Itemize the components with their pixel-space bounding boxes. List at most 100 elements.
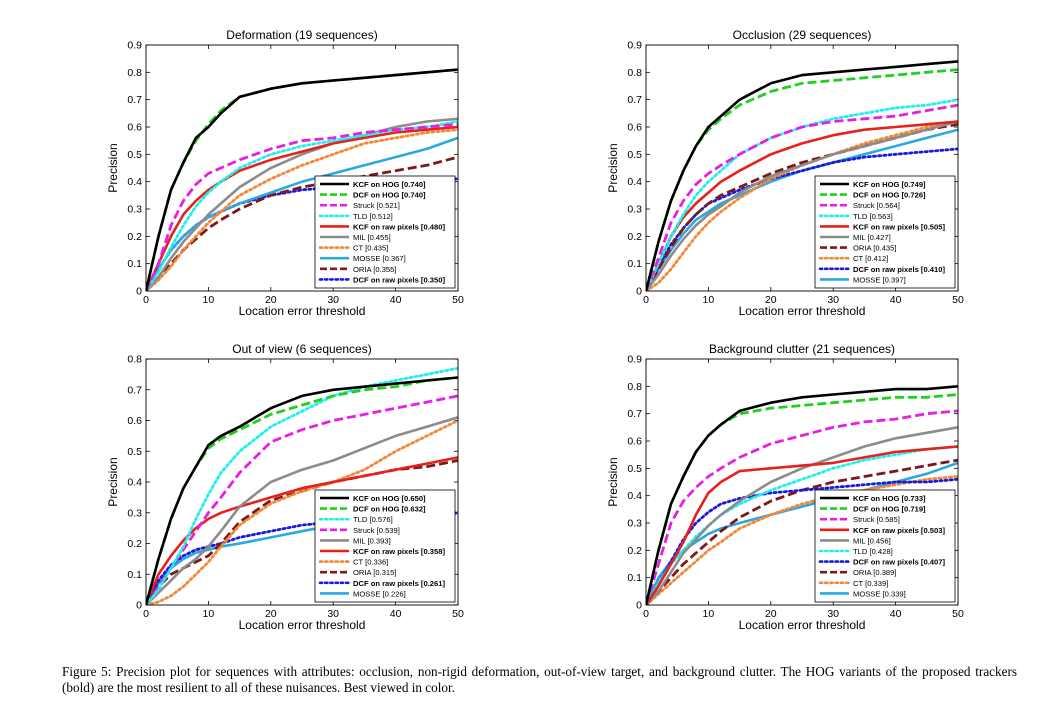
legend-entry: Struck [0.564] bbox=[853, 201, 900, 210]
y-tick-label: 0.8 bbox=[127, 354, 142, 366]
series-line-kcf-on-hog bbox=[146, 68, 458, 291]
y-tick-label: 0.8 bbox=[627, 381, 642, 393]
y-tick-label: 0.6 bbox=[627, 436, 642, 448]
series-line-mil bbox=[646, 120, 958, 291]
series-line-mosse bbox=[146, 136, 458, 291]
y-tick-label: 0.8 bbox=[627, 67, 642, 79]
x-tick-label: 40 bbox=[890, 608, 902, 620]
axes-frame bbox=[145, 358, 459, 606]
x-tick-label: 50 bbox=[952, 294, 964, 306]
series-line-struck bbox=[146, 122, 458, 291]
legend-entry: Struck [0.585] bbox=[853, 515, 900, 524]
y-tick-label: 0.5 bbox=[127, 446, 142, 458]
y-tick-label: 0.4 bbox=[127, 477, 142, 489]
legend-entry: MIL [0.427] bbox=[853, 233, 891, 242]
y-tick-label: 0.2 bbox=[127, 231, 142, 243]
series-line-mil bbox=[646, 426, 958, 605]
x-tick-label: 30 bbox=[327, 608, 339, 620]
legend-entry: KCF on HOG [0.740] bbox=[353, 180, 426, 189]
chart-title: Occlusion (29 sequences) bbox=[733, 28, 872, 42]
y-tick-label: 0 bbox=[136, 600, 142, 612]
legend-entry: MOSSE [0.397] bbox=[853, 275, 906, 284]
y-tick-label: 0.5 bbox=[627, 463, 642, 475]
legend-entry: MIL [0.393] bbox=[353, 536, 391, 545]
x-axis-label: Location error threshold bbox=[739, 304, 866, 318]
series-line-kcf-on-hog bbox=[146, 376, 458, 605]
y-tick-label: 0.3 bbox=[127, 507, 142, 519]
axes-frame bbox=[645, 358, 959, 606]
legend-entry: CT [0.412] bbox=[853, 254, 888, 263]
y-tick-label: 0.7 bbox=[627, 408, 642, 420]
y-tick-label: 0.9 bbox=[127, 40, 142, 52]
y-tick-label: 0.1 bbox=[127, 258, 142, 270]
series-line-mil bbox=[146, 416, 458, 605]
x-tick-label: 20 bbox=[265, 608, 277, 620]
x-axis-label: Location error threshold bbox=[239, 618, 366, 632]
x-tick-label: 40 bbox=[390, 294, 402, 306]
legend-box bbox=[314, 175, 456, 289]
legend-entry: DCF on HOG [0.726] bbox=[853, 191, 926, 200]
legend-entry: Struck [0.521] bbox=[353, 201, 400, 210]
legend-entry: CT [0.339] bbox=[853, 579, 888, 588]
x-tick-label: 50 bbox=[452, 608, 464, 620]
series-line-mosse bbox=[646, 128, 958, 291]
series-line-kcf-on-hog bbox=[646, 60, 958, 291]
legend-entry: DCF on HOG [0.740] bbox=[353, 191, 426, 200]
legend-entry: MOSSE [0.339] bbox=[853, 589, 906, 598]
y-tick-label: 0.7 bbox=[127, 384, 142, 396]
series-lines bbox=[646, 60, 958, 291]
y-tick-label: 0.3 bbox=[127, 204, 142, 216]
y-tick-label: 0.6 bbox=[627, 122, 642, 134]
series-line-struck bbox=[646, 409, 958, 605]
chart-2: Occlusion (29 sequences) 0 10 20 30 40 50 0 0.1 0… bbox=[606, 28, 964, 318]
series-line-tld bbox=[146, 366, 458, 605]
y-tick-label: 0 bbox=[636, 600, 642, 612]
legend-entry: DCF on raw pixels [0.410] bbox=[853, 265, 945, 274]
series-line-kcf-on-raw-pixels bbox=[646, 445, 958, 605]
y-tick-label: 0.5 bbox=[627, 149, 642, 161]
legend-entry: ORIA [0.355] bbox=[353, 265, 396, 274]
series-line-ct bbox=[146, 419, 458, 605]
legend-entry: DCF on HOG [0.719] bbox=[853, 505, 926, 514]
series-line-kcf-on-hog bbox=[646, 385, 958, 605]
chart-title: Background clutter (21 sequences) bbox=[709, 342, 895, 356]
y-tick-label: 0 bbox=[636, 286, 642, 298]
legend: KCF on HOG [0.650] DCF on HOG [0.632]TLD … bbox=[314, 489, 456, 603]
legend-entry: Struck [0.539] bbox=[353, 526, 400, 535]
legend-entry: MOSSE [0.367] bbox=[353, 254, 406, 263]
legend-entry: KCF on raw pixels [0.480] bbox=[353, 222, 445, 231]
series-line-kcf-on-raw-pixels bbox=[146, 125, 458, 291]
y-tick-label: 0 bbox=[136, 286, 142, 298]
legend-entry: KCF on raw pixels [0.503] bbox=[853, 526, 945, 535]
y-axis-label: Precision bbox=[606, 457, 620, 506]
y-tick-label: 0.4 bbox=[627, 176, 642, 188]
y-tick-label: 0.7 bbox=[627, 94, 642, 106]
y-tick-label: 0.2 bbox=[127, 538, 142, 550]
y-tick-label: 0.5 bbox=[127, 149, 142, 161]
x-tick-label: 30 bbox=[827, 294, 839, 306]
y-axis-label: Precision bbox=[606, 143, 620, 192]
axes-frame bbox=[145, 44, 459, 292]
y-tick-label: 0.7 bbox=[127, 94, 142, 106]
y-tick-label: 0.1 bbox=[627, 572, 642, 584]
legend: KCF on HOG [0.749] DCF on HOG [0.726]Stru… bbox=[814, 175, 956, 289]
y-tick-label: 0.2 bbox=[627, 231, 642, 243]
series-line-ct bbox=[646, 120, 958, 291]
y-tick-label: 0.4 bbox=[627, 490, 642, 502]
y-tick-label: 0.1 bbox=[627, 258, 642, 270]
legend-entry: DCF on raw pixels [0.407] bbox=[853, 558, 945, 567]
x-tick-label: 20 bbox=[265, 294, 277, 306]
legend-entry: TLD [0.428] bbox=[853, 547, 893, 556]
x-axis-label: Location error threshold bbox=[239, 304, 366, 318]
series-line-struck bbox=[646, 103, 958, 291]
x-axis-label: Location error threshold bbox=[739, 618, 866, 632]
legend-entry: ORIA [0.315] bbox=[353, 568, 396, 577]
y-tick-label: 0.2 bbox=[627, 545, 642, 557]
x-tick-label: 40 bbox=[890, 294, 902, 306]
x-tick-label: 0 bbox=[643, 294, 649, 306]
y-tick-label: 0.3 bbox=[627, 518, 642, 530]
legend-entry: MIL [0.455] bbox=[353, 233, 391, 242]
x-tick-label: 0 bbox=[143, 608, 149, 620]
legend-entry: KCF on raw pixels [0.358] bbox=[353, 547, 445, 556]
chart-title: Out of view (6 sequences) bbox=[232, 342, 371, 356]
